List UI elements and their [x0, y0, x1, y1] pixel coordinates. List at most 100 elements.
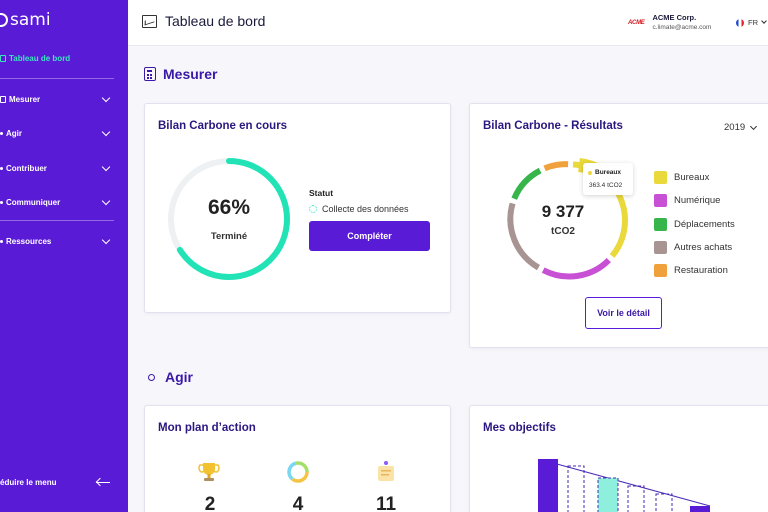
donut-tooltip: Bureaux 363.4 tCO2 [583, 163, 633, 195]
tooltip-name: Bureaux [595, 169, 622, 176]
donut-segment-deplacements [511, 167, 542, 200]
loading-spinner-icon [309, 205, 317, 213]
page-title-text: Tableau de bord [165, 13, 266, 29]
ring-chart-icon [287, 461, 309, 483]
sidebar-item-label: Communiquer [6, 197, 61, 207]
legend-label: Restauration [674, 265, 728, 277]
sidebar-item-mesurer[interactable]: Mesurer [0, 92, 114, 106]
plan-action-card: Mon plan d’action 2 4 11 [144, 405, 451, 512]
progress-percent: 66% [207, 196, 251, 219]
legend-swatch [654, 241, 667, 255]
bar-target [567, 465, 585, 512]
leaf-icon [0, 166, 3, 170]
calculator-icon [144, 67, 156, 81]
book-icon [0, 239, 3, 243]
tooltip-color-dot [588, 170, 592, 175]
statut-label: Statut [309, 188, 334, 198]
stat-value: 2 [204, 494, 216, 512]
legend-item-restauration[interactable]: Restauration [654, 259, 735, 282]
chevron-down-icon [101, 127, 111, 136]
objectifs-card: Mes objectifs [469, 405, 768, 512]
chevron-down-icon [750, 122, 758, 130]
top-header: Tableau de bord ACME ACME Corp. c.limate… [128, 0, 768, 46]
legend-item-bureaux[interactable]: Bureaux [654, 166, 735, 189]
target-trend-line [545, 460, 711, 507]
legend-item-numerique[interactable]: Numérique [654, 189, 735, 212]
bar-goal [690, 506, 710, 512]
progress-label: Terminé [210, 231, 248, 242]
bulb-icon [144, 370, 158, 384]
tooltip-value: 363.4 tCO2 [589, 182, 623, 189]
dashboard-chart-icon [142, 14, 157, 28]
app-logo[interactable]: sami [0, 10, 51, 30]
donut-segment-restauration [543, 161, 569, 172]
stat-value: 11 [375, 494, 397, 512]
bilan-resultats-card: Bilan Carbone - Résultats 2019 9 377 tCO… [469, 103, 768, 348]
section-title-text: Mesurer [163, 66, 218, 82]
bar-target [655, 493, 673, 512]
sidebar-item-label: Tableau de bord [9, 54, 71, 63]
donut-total: 9 377 [541, 202, 585, 221]
dashboard-icon [0, 55, 6, 62]
legend-swatch [654, 217, 667, 231]
france-flag-icon [736, 18, 744, 27]
donut-unit: tCO2 [551, 226, 575, 237]
bar-current [597, 477, 619, 512]
org-name: ACME Corp. [652, 13, 697, 22]
legend-swatch [654, 171, 667, 185]
completer-button[interactable]: Compléter [309, 221, 430, 251]
sidebar-item-communiquer[interactable]: Communiquer [0, 195, 114, 209]
sidebar-item-label: Contribuer [6, 163, 47, 173]
card-title: Mes objectifs [483, 422, 556, 434]
legend-label: Autres achats [674, 242, 733, 254]
legend-label: Bureaux [674, 172, 710, 184]
page-title: Tableau de bord [142, 13, 265, 29]
donut-segment-autres-achats [507, 202, 541, 271]
sidebar-item-agir[interactable]: Agir [0, 126, 114, 140]
section-title-text: Agir [165, 369, 193, 385]
progress-gauge [168, 158, 290, 280]
sidebar-divider [0, 220, 114, 221]
card-title: Bilan Carbone - Résultats [483, 120, 623, 132]
year-selector[interactable]: 2019 [724, 122, 758, 133]
section-title-agir: Agir [144, 369, 193, 385]
bar-reference [538, 459, 558, 512]
statut-value: Collecte des données [309, 204, 409, 214]
notepad-icon [378, 461, 394, 481]
donut-segment-numerique [541, 257, 611, 280]
chevron-down-icon [101, 162, 111, 171]
calculator-icon [0, 95, 6, 103]
chevron-down-icon [101, 93, 111, 102]
bar-target [627, 485, 645, 512]
gauge-progress-arc [168, 158, 290, 280]
organization-menu[interactable]: ACME ACME Corp. c.limate@acme.com [628, 13, 711, 33]
legend-label: Numérique [674, 195, 721, 207]
sidebar-divider [0, 78, 114, 79]
chevron-down-icon [761, 18, 767, 24]
objectifs-chart [538, 459, 711, 512]
megaphone-icon [0, 200, 3, 204]
voir-le-detail-button[interactable]: Voir le détail [585, 297, 662, 329]
sidebar-item-label: Agir [6, 128, 22, 138]
sidebar-item-ressources[interactable]: Ressources [0, 234, 114, 248]
legend-swatch [654, 264, 667, 278]
year-value: 2019 [724, 122, 746, 133]
legend-item-deplacements[interactable]: Déplacements [654, 213, 735, 236]
legend-label: Déplacements [674, 218, 735, 230]
org-email: c.limate@acme.com [652, 24, 712, 31]
legend-item-autres-achats[interactable]: Autres achats [654, 236, 735, 259]
sidebar-item-contribuer[interactable]: Contribuer [0, 161, 114, 175]
chevron-down-icon [101, 196, 111, 205]
chevron-down-icon [101, 235, 111, 244]
sami-logo-icon [0, 13, 8, 27]
language-selector[interactable]: FR [736, 18, 767, 27]
sidebar: sami Tableau de bord Mesurer Agir Contri… [0, 0, 128, 512]
reduce-menu-button[interactable]: éduire le menu [0, 477, 114, 487]
acme-logo: ACME [628, 20, 645, 26]
donut-legend: Bureaux Numérique Déplacements Autres ac… [654, 166, 735, 282]
section-title-mesurer: Mesurer [144, 66, 217, 82]
bilan-en-cours-card: Bilan Carbone en cours 66% Terminé Statu… [144, 103, 451, 313]
statut-value-text: Collecte des données [322, 204, 409, 214]
sidebar-item-tableau-de-bord[interactable]: Tableau de bord [0, 54, 70, 63]
sidebar-item-label: Mesurer [9, 94, 41, 104]
